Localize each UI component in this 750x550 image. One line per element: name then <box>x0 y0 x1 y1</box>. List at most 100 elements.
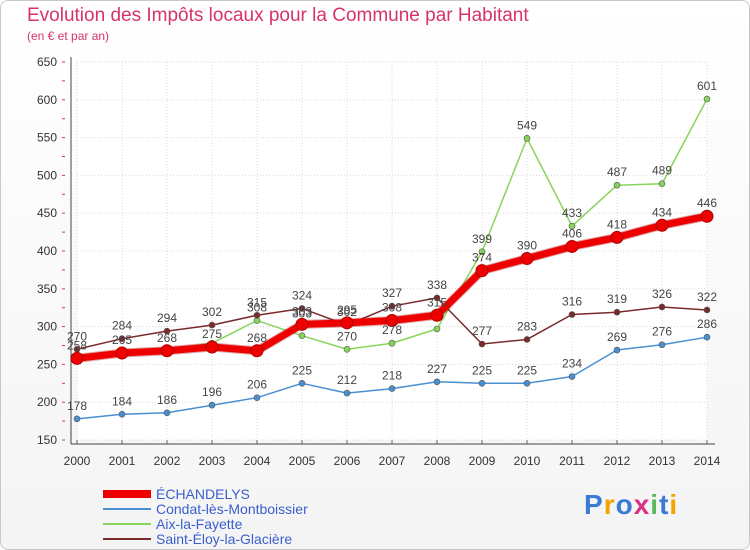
data-point <box>568 311 576 318</box>
data-point <box>655 218 669 232</box>
data-point <box>700 209 714 223</box>
data-label: 268 <box>157 331 177 345</box>
data-point <box>433 325 441 333</box>
data-label: 184 <box>112 394 132 408</box>
data-point <box>295 317 309 331</box>
axes: 150 200 250 300 350 400 450 500 550 600 650 2000 200… <box>37 55 721 468</box>
data-point <box>208 401 216 409</box>
data-label: 302 <box>337 305 357 319</box>
data-label: 434 <box>652 205 672 219</box>
y-tick-label: 200 <box>37 395 57 409</box>
data-point <box>613 181 621 189</box>
data-point <box>343 345 351 353</box>
y-tick-label: 350 <box>37 282 57 296</box>
legend-label: Condat-lès-Montboissier <box>156 501 308 517</box>
data-point <box>385 314 399 328</box>
x-tick-label: 2002 <box>154 454 181 468</box>
data-label: 268 <box>247 331 267 345</box>
data-point <box>340 316 354 330</box>
x-tick-label: 2003 <box>199 454 226 468</box>
y-tick-label: 300 <box>37 320 57 334</box>
x-tick-label: 2005 <box>289 454 316 468</box>
data-point <box>298 379 306 387</box>
x-tick-label: 2008 <box>424 454 451 468</box>
data-label: 418 <box>607 217 627 231</box>
data-point <box>208 321 216 329</box>
data-point <box>523 379 531 387</box>
data-label: 258 <box>67 338 87 352</box>
data-label: 327 <box>382 286 402 300</box>
data-point <box>658 303 666 311</box>
data-label: 283 <box>517 319 537 333</box>
data-label: 212 <box>337 373 357 387</box>
data-point <box>73 415 81 423</box>
data-label: 270 <box>67 329 87 343</box>
logo-letter: i <box>669 489 679 520</box>
data-label: 196 <box>202 385 222 399</box>
logo-letter: o <box>615 489 634 520</box>
data-label: 433 <box>562 206 582 220</box>
logo-letter: P <box>584 489 604 520</box>
data-point <box>520 252 534 266</box>
data-label: 270 <box>337 329 357 343</box>
data-label: 487 <box>607 165 627 179</box>
data-label: 225 <box>517 363 537 377</box>
data-label: 302 <box>202 305 222 319</box>
data-point <box>250 344 264 358</box>
data-labels: 178 184 186 196 206 225 212 218 227 225 225 234 269 2… <box>67 79 717 413</box>
data-point <box>163 327 171 335</box>
data-label: 278 <box>382 323 402 337</box>
y-tick-label: 250 <box>37 357 57 371</box>
y-tick-label: 550 <box>37 131 57 145</box>
data-point <box>388 385 396 392</box>
data-point <box>703 333 711 341</box>
chart-subtitle: (en € et par an) <box>27 29 110 43</box>
data-label: 390 <box>517 239 537 253</box>
data-label: 338 <box>427 278 447 292</box>
data-point <box>523 336 531 343</box>
logo-letter: r <box>603 489 616 520</box>
x-tick-label: 2004 <box>244 454 271 468</box>
data-point <box>118 410 126 418</box>
data-label: 308 <box>382 301 402 315</box>
logo-letter: x <box>633 489 651 520</box>
data-label: 265 <box>112 333 132 347</box>
data-label: 303 <box>292 304 312 318</box>
data-label: 374 <box>472 251 492 265</box>
data-point <box>703 306 711 314</box>
x-tick-label: 2000 <box>64 454 91 468</box>
data-point <box>70 351 84 365</box>
legend-label: Saint-Éloy-la-Glacière <box>156 531 292 547</box>
data-label: 303 <box>292 307 312 321</box>
data-label: 284 <box>112 319 132 333</box>
logo-letter: i <box>650 489 660 520</box>
data-point <box>298 305 306 312</box>
data-point <box>613 346 621 354</box>
data-label: 324 <box>292 288 312 302</box>
data-label: 227 <box>427 362 447 376</box>
legend-label: Aix-la-Fayette <box>156 516 243 532</box>
x-tick-label: 2013 <box>649 454 676 468</box>
logo-letter: t <box>659 489 670 520</box>
x-tick-label: 2012 <box>604 454 631 468</box>
x-tick-label: 2010 <box>514 454 541 468</box>
data-point <box>388 302 396 310</box>
data-point <box>430 308 444 322</box>
data-point <box>115 346 129 360</box>
x-tick-label: 2006 <box>334 454 361 468</box>
data-label: 276 <box>652 325 672 339</box>
data-label: 308 <box>247 301 267 315</box>
data-point <box>478 340 486 348</box>
x-tick-label: 2011 <box>559 454 585 468</box>
y-tick-label: 650 <box>37 55 57 69</box>
data-label: 406 <box>562 226 582 240</box>
data-point <box>388 339 396 347</box>
x-tick-label: 2001 <box>109 454 136 468</box>
data-label: 286 <box>697 317 717 331</box>
y-tick-label: 600 <box>37 93 57 107</box>
data-point <box>613 308 621 316</box>
data-label: 601 <box>697 79 717 93</box>
data-point <box>658 180 666 188</box>
